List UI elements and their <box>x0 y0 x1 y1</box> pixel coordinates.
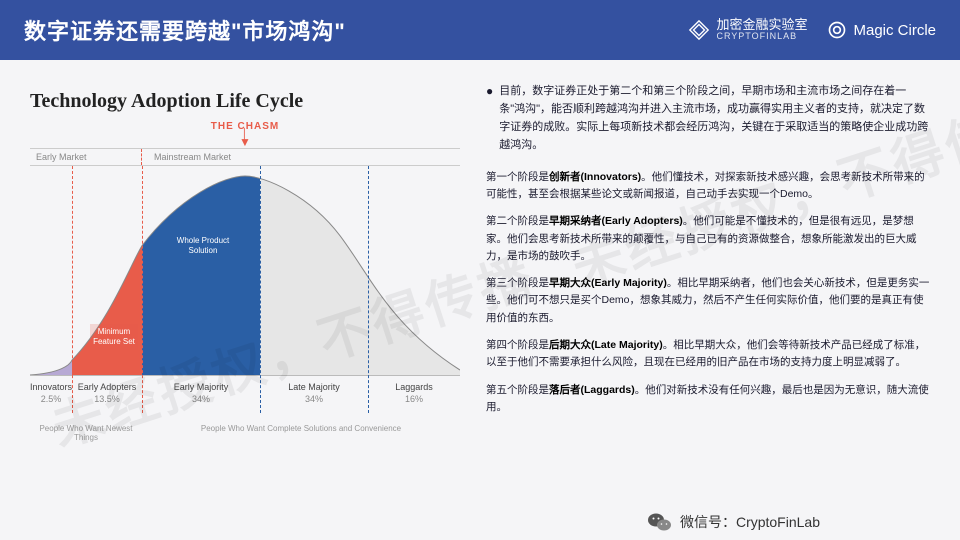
chasm-arrow-icon: │▼ <box>30 132 460 146</box>
segment-labels: Innovators2.5%Early Adopters13.5%Early M… <box>30 382 460 405</box>
segment-label: Laggards16% <box>368 382 460 405</box>
box-whole-product: Whole Product Solution <box>170 236 236 255</box>
adoption-curve: Minimum Feature Set Whole Product Soluti… <box>30 166 460 376</box>
circle-icon <box>827 20 847 40</box>
logo-cryptofinlab: 加密金融实验室 CRYPTOFINLAB <box>688 18 807 42</box>
page-title: 数字证券还需要跨越"市场鸿沟" <box>24 14 346 46</box>
wechat-footer: 微信号：CryptoFinLab <box>648 512 820 532</box>
chart-title: Technology Adoption Life Cycle <box>30 90 460 113</box>
text-panel: ● 目前，数字证券正处于第二个和第三个阶段之间，早期市场和主流市场之间存在着一条… <box>470 60 960 540</box>
phase-paragraph: 第一个阶段是创新者(Innovators)。他们懂技术，对探索新技术感兴趣，会思… <box>486 169 932 204</box>
phase-paragraph: 第三个阶段是早期大众(Early Majority)。相比早期采纳者，他们也会关… <box>486 275 932 327</box>
segment-label: Innovators2.5% <box>30 382 72 405</box>
market-labels: Early Market Mainstream Market <box>30 148 460 166</box>
early-market-label: Early Market <box>30 149 142 165</box>
chart-panel: Technology Adoption Life Cycle THE CHASM… <box>0 60 470 540</box>
phase-paragraph: 第四个阶段是后期大众(Late Majority)。相比早期大众，他们会等待新技… <box>486 337 932 372</box>
bottom-notes: People Who Want Newest Things People Who… <box>30 424 460 442</box>
segment-label: Late Majority34% <box>260 382 368 405</box>
mainstream-market-label: Mainstream Market <box>142 149 460 165</box>
segment-label: Early Majority34% <box>142 382 260 405</box>
intro-paragraph: ● 目前，数字证券正处于第二个和第三个阶段之间，早期市场和主流市场之间存在着一条… <box>486 82 932 155</box>
phase-paragraph: 第二个阶段是早期采纳者(Early Adopters)。他们可能是不懂技术的，但… <box>486 213 932 265</box>
note-right: People Who Want Complete Solutions and C… <box>142 424 460 442</box>
box-min-feature: Minimum Feature Set <box>90 324 138 349</box>
logo-magiccircle: Magic Circle <box>827 20 936 40</box>
phase-paragraph: 第五个阶段是落后者(Laggards)。他们对新技术没有任何兴趣，最后也是因为无… <box>486 382 932 417</box>
diamond-icon <box>688 19 710 41</box>
segment-label: Early Adopters13.5% <box>72 382 142 405</box>
note-left: People Who Want Newest Things <box>30 424 142 442</box>
header-bar: 数字证券还需要跨越"市场鸿沟" 加密金融实验室 CRYPTOFINLAB Mag… <box>0 0 960 60</box>
wechat-icon <box>648 512 672 532</box>
bullet-icon: ● <box>486 82 493 155</box>
header-logos: 加密金融实验室 CRYPTOFINLAB Magic Circle <box>688 18 936 42</box>
